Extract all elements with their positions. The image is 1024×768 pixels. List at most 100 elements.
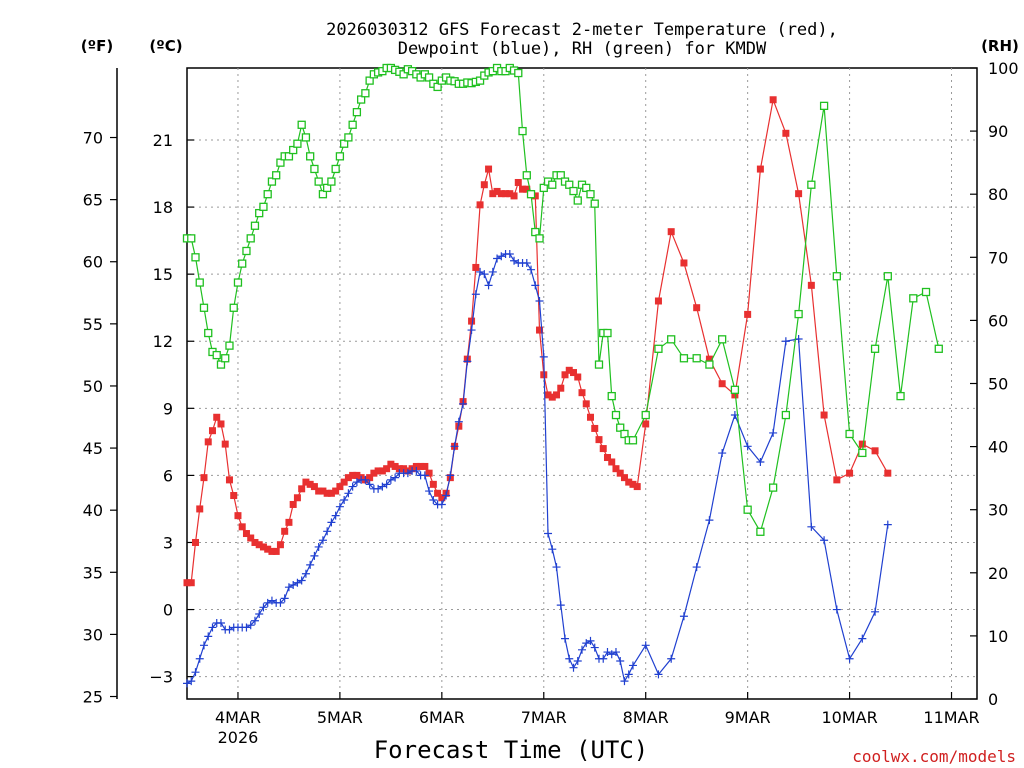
temperature-point — [344, 474, 352, 482]
dewpoint-point — [340, 495, 349, 504]
rh-tick-label: 20 — [988, 564, 1008, 583]
rh-point — [641, 410, 650, 420]
temperature-point — [744, 310, 752, 318]
rh-point — [756, 527, 765, 536]
rh-tick-label: 30 — [988, 501, 1008, 520]
fahrenheit-tick-label: 25 — [83, 688, 103, 707]
rh-point — [365, 76, 374, 85]
rh-point — [335, 152, 345, 161]
fahrenheit-tick-label: 60 — [83, 253, 103, 272]
rh-point — [794, 309, 803, 319]
temperature-point — [336, 483, 344, 491]
dewpoint-point — [556, 601, 565, 610]
temperature-point — [264, 545, 272, 553]
temperature-point — [586, 413, 594, 421]
temperature-point — [476, 201, 484, 209]
rh-tick-label: 0 — [988, 690, 998, 709]
temperature-point — [217, 420, 225, 428]
rh-point — [195, 278, 204, 287]
rh-point — [603, 328, 612, 338]
rh-point — [909, 294, 918, 303]
dewpoint-point — [208, 623, 217, 632]
temperature-point — [544, 391, 552, 399]
dewpoint-point — [573, 656, 582, 665]
temperature-point — [247, 534, 255, 542]
temperature-point — [196, 505, 204, 513]
temperature-point — [510, 192, 518, 200]
x-tick-year-label: 2026 — [218, 728, 259, 747]
rh-point — [216, 360, 226, 369]
dewpoint-point — [183, 679, 191, 688]
dewpoint-point — [845, 654, 854, 663]
temperature-point — [591, 424, 599, 432]
temperature-point — [276, 541, 284, 549]
temperature-point — [480, 181, 488, 189]
celsius-tick-label: 3 — [163, 533, 173, 552]
temperature-point — [858, 440, 866, 448]
dewpoint-point — [471, 290, 480, 299]
temperature-point — [319, 487, 327, 495]
rh-point — [565, 180, 574, 189]
dewpoint-point — [484, 281, 493, 290]
dewpoint-point — [586, 636, 595, 645]
temperature-point — [323, 489, 331, 497]
rh-tick-label: 100 — [988, 59, 1019, 78]
temperature-point — [353, 471, 361, 479]
fahrenheit-tick-label: 40 — [83, 501, 103, 520]
dewpoint-point — [187, 677, 196, 686]
rh-point — [306, 152, 315, 161]
rh-point — [246, 234, 255, 243]
dewpoint-point — [820, 536, 829, 545]
rh-point — [692, 354, 701, 363]
temperature-point — [608, 458, 616, 466]
dewpoint-point — [242, 623, 251, 632]
rh-point — [730, 385, 740, 394]
dewpoint-point — [544, 529, 553, 538]
dewpoint-point — [578, 645, 586, 654]
dewpoint-point — [442, 491, 451, 500]
temperature-point — [234, 512, 242, 520]
temperature-point — [302, 478, 310, 486]
dewpoint-point — [259, 603, 268, 612]
temperature-point — [884, 469, 892, 477]
temperature-point — [285, 518, 293, 526]
series-rh — [182, 63, 943, 536]
dewpoint-point — [871, 607, 880, 616]
temperature-point — [293, 494, 301, 502]
dewpoint-point — [216, 618, 225, 627]
temperature-point — [502, 190, 510, 198]
rh-point — [293, 139, 302, 148]
grid-lines — [187, 68, 977, 699]
rh-tick-label: 10 — [988, 627, 1008, 646]
celsius-tick-label: 6 — [163, 466, 173, 485]
dewpoint-point — [246, 621, 255, 630]
temperature-point — [242, 530, 250, 538]
dewpoint-point — [374, 484, 383, 493]
celsius-tick-label: 0 — [163, 601, 173, 620]
dewpoint-point — [858, 634, 867, 643]
x-axis-title: Forecast Time (UTC) — [374, 736, 649, 764]
rh-point — [573, 196, 582, 205]
temperature-point — [230, 492, 238, 500]
dewpoint-point — [450, 442, 459, 451]
rh-point — [475, 76, 485, 85]
temperature-point — [400, 465, 408, 473]
dewpoint-point — [429, 495, 438, 504]
dewpoint-point — [743, 442, 752, 451]
x-tick-label: 4MAR — [215, 708, 261, 727]
rh-tick-label: 40 — [988, 438, 1008, 457]
temperature-point — [680, 259, 688, 267]
dewpoint-point — [255, 610, 264, 619]
temperature-point — [531, 192, 539, 200]
temperature-point — [425, 469, 433, 477]
celsius-tick-label: 21 — [153, 131, 173, 150]
temperature-point — [485, 165, 493, 173]
dewpoint-point — [561, 634, 570, 643]
temperature-point — [259, 543, 267, 551]
dewpoint-point — [769, 428, 778, 437]
rh-point — [535, 234, 544, 243]
dewpoint-point — [488, 267, 497, 276]
dewpoint-point — [611, 648, 620, 657]
rh-point — [586, 190, 595, 199]
temperature-point — [718, 380, 726, 388]
